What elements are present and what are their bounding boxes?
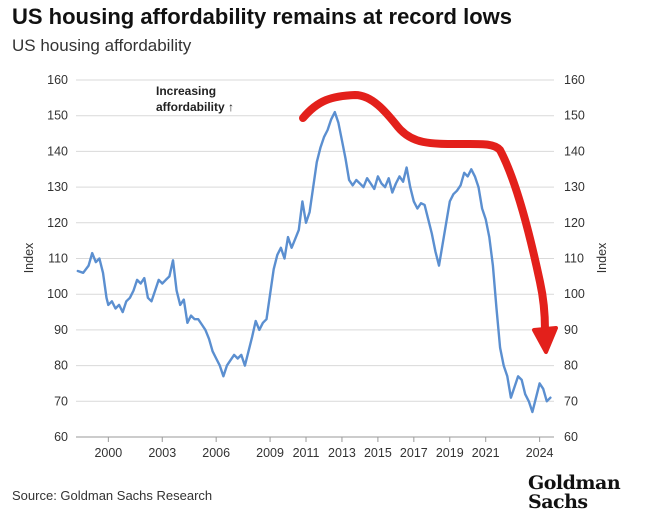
y-tick-label-left: 60 (54, 430, 68, 444)
y-tick-label-right: 140 (564, 144, 585, 158)
y-tick-label-right: 80 (564, 359, 578, 373)
series-line (76, 110, 552, 414)
x-tick-label: 2017 (400, 446, 428, 460)
annotation-line-2: affordability ↑ (156, 100, 234, 114)
chart-subtitle: US housing affordability (12, 36, 192, 55)
x-tick-label: 2011 (293, 446, 320, 460)
y-tick-label-left: 100 (47, 287, 68, 301)
y-tick-label-left: 110 (48, 252, 68, 266)
x-tick-label: 2009 (256, 446, 284, 460)
y-tick-label-right: 70 (564, 394, 578, 408)
x-axis: 2000 2003 2006 2009 2011 2013 2015 2017 2019 2021… (76, 436, 554, 460)
x-tick-label: 2019 (436, 446, 464, 460)
x-tick-label: 2015 (364, 446, 392, 460)
y-tick-label-right: 60 (564, 430, 578, 444)
y-tick-label-right: 100 (564, 287, 585, 301)
y-axis-left: 60 70 80 90 100 110 120 130 140 150 160 (47, 73, 68, 444)
y-axis-label-left: Index (22, 242, 36, 273)
x-tick-label: 2003 (148, 446, 176, 460)
y-tick-label-right: 110 (564, 252, 584, 266)
goldman-sachs-logo: Goldman Sachs (528, 472, 621, 513)
y-tick-label-right: 150 (564, 109, 585, 123)
y-tick-label-right: 130 (564, 180, 585, 194)
y-tick-label-left: 90 (54, 323, 68, 337)
y-tick-label-left: 160 (47, 73, 68, 87)
y-axis-label-right: Index (595, 242, 609, 273)
x-tick-label: 2006 (202, 446, 230, 460)
y-tick-label-right: 160 (564, 73, 585, 87)
line-chart: 60 70 80 90 100 110 120 130 140 150 160 60 70 80 90 10… (22, 73, 609, 460)
gridlines (76, 79, 554, 438)
x-tick-label: 2000 (94, 446, 122, 460)
x-tick-label: 2013 (328, 446, 356, 460)
y-tick-label-left: 70 (54, 394, 68, 408)
y-tick-label-left: 130 (47, 180, 68, 194)
y-tick-label-left: 150 (47, 109, 68, 123)
logo-line-1: Goldman (528, 472, 621, 494)
trend-arrow-stroke (299, 91, 549, 334)
trend-arrow (299, 91, 558, 354)
annotation-increasing-affordability: Increasing affordability ↑ (156, 84, 234, 114)
series-group (76, 110, 552, 414)
y-tick-label-left: 140 (47, 144, 68, 158)
source-note: Source: Goldman Sachs Research (12, 488, 213, 503)
y-tick-label-left: 120 (47, 216, 68, 230)
y-axis-right: 60 70 80 90 100 110 120 130 140 150 160 (564, 73, 585, 444)
trend-arrow-head (532, 326, 558, 354)
x-tick-label: 2021 (472, 446, 500, 460)
y-tick-label-right: 90 (564, 323, 578, 337)
x-tick-label: 2024 (526, 446, 554, 460)
annotation-line-1: Increasing (156, 84, 216, 98)
logo-line-2: Sachs (528, 491, 588, 513)
y-tick-label-left: 80 (54, 359, 68, 373)
chart-title: US housing affordability remains at reco… (12, 4, 512, 29)
y-tick-label-right: 120 (564, 216, 585, 230)
